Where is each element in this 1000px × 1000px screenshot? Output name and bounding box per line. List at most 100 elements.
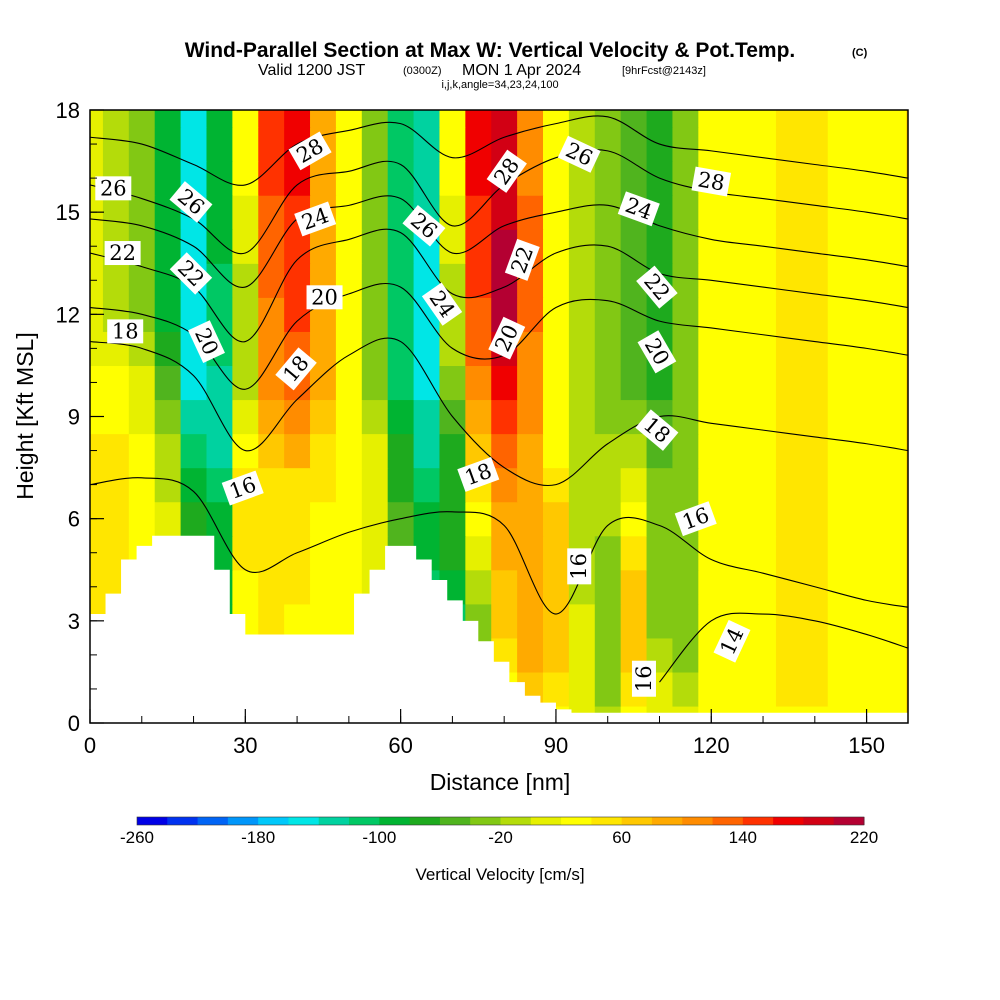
velocity-cell [724,110,751,128]
contour-label-box [421,282,463,326]
velocity-cell [750,467,777,503]
y-tick-label: 9 [68,405,80,430]
contour-label-text: 16 [567,553,591,580]
velocity-cell [775,263,803,298]
contour-label-box [104,241,141,266]
velocity-cell [232,535,259,571]
velocity-cell [724,263,751,298]
contour-label-text: 20 [311,285,338,309]
velocity-cell [594,161,622,196]
velocity-cell [413,501,441,537]
velocity-cell [698,467,725,503]
contour-label-text: 16 [632,665,656,692]
velocity-cell [853,637,881,673]
chart-title: Wind-Parallel Section at Max W: Vertical… [185,39,796,62]
section-indices: i,j,k,angle=34,23,24,100 [441,79,558,91]
velocity-cell [491,433,518,469]
velocity-cell [801,671,829,707]
velocity-cell [543,671,570,707]
velocity-cell [698,110,725,128]
velocity-cell [361,331,389,367]
velocity-cell [827,467,855,503]
velocity-cell [594,603,622,639]
velocity-cell [827,229,855,264]
contour-label: 20 [306,285,343,310]
x-tick-label: 150 [848,733,885,758]
colorbar: -260 -180 -100 -20 60 140 220 [120,816,878,847]
velocity-cell [180,365,208,401]
isentrope-18 [90,337,908,487]
velocity-cell [387,297,415,332]
velocity-cell [879,603,907,639]
velocity-cell [465,331,492,367]
velocity-cell [206,399,233,435]
colorbar-swatch [833,817,865,825]
contour-label-box [636,265,678,309]
velocity-cell [750,637,777,673]
velocity-cell [724,297,751,332]
velocity-cell [206,433,233,469]
velocity-cell [439,365,466,401]
velocity-cell [698,399,725,435]
velocity-cell [801,399,829,435]
velocity-cell [258,399,285,435]
velocity-cell [724,671,751,707]
velocity-cell [594,467,622,503]
velocity-cell [517,110,544,128]
velocity-cell [413,110,441,128]
velocity-cell [387,467,415,503]
velocity-cell [750,195,777,230]
velocity-cell [853,263,881,298]
velocity-cell [750,569,777,605]
velocity-cell [258,297,285,332]
velocity-cell [102,263,130,298]
velocity-cell [206,229,233,264]
velocity-cell [413,127,441,162]
velocity-cell [827,569,855,605]
velocity-cell [879,365,907,401]
velocity-cell [310,569,337,605]
colorbar-swatch [409,817,441,825]
velocity-cell [154,467,182,503]
velocity-cell [154,110,182,128]
velocity-cell [801,110,829,128]
velocity-cell [724,127,751,162]
velocity-cell [517,195,544,230]
velocity-cell [439,229,466,264]
velocity-cell [775,637,803,673]
velocity-cell [801,331,829,367]
velocity-cell [568,467,596,503]
velocity-cell [879,297,907,332]
contour-label-box [275,347,317,391]
velocity-cell [750,161,777,196]
velocity-cell [672,331,699,367]
contour-label: 16 [567,548,592,585]
velocity-cell [801,263,829,298]
velocity-cell [724,467,751,503]
velocity-cell [568,110,596,128]
velocity-cell [258,433,285,469]
x-tick-label: 120 [693,733,730,758]
velocity-cell [750,603,777,639]
x-tick-label: 60 [388,733,412,758]
contour-label-box [288,131,332,171]
velocity-cell [361,263,389,298]
velocity-cell [284,433,311,469]
velocity-cell [775,229,803,264]
velocity-cell [154,229,182,264]
velocity-cell [284,263,311,298]
velocity-cell [465,569,492,605]
velocity-cell [491,535,518,571]
contour-label-box [713,619,751,663]
velocity-cell [335,433,363,469]
velocity-cell [232,161,259,196]
velocity-cell [620,569,648,605]
velocity-cell [310,535,337,571]
velocity-cell [180,127,208,162]
contour-label-text: 22 [109,241,136,265]
velocity-cell [568,603,596,639]
velocity-cell [284,110,311,128]
velocity-cell [232,399,259,435]
velocity-cell [646,110,674,128]
velocity-cell [543,229,570,264]
